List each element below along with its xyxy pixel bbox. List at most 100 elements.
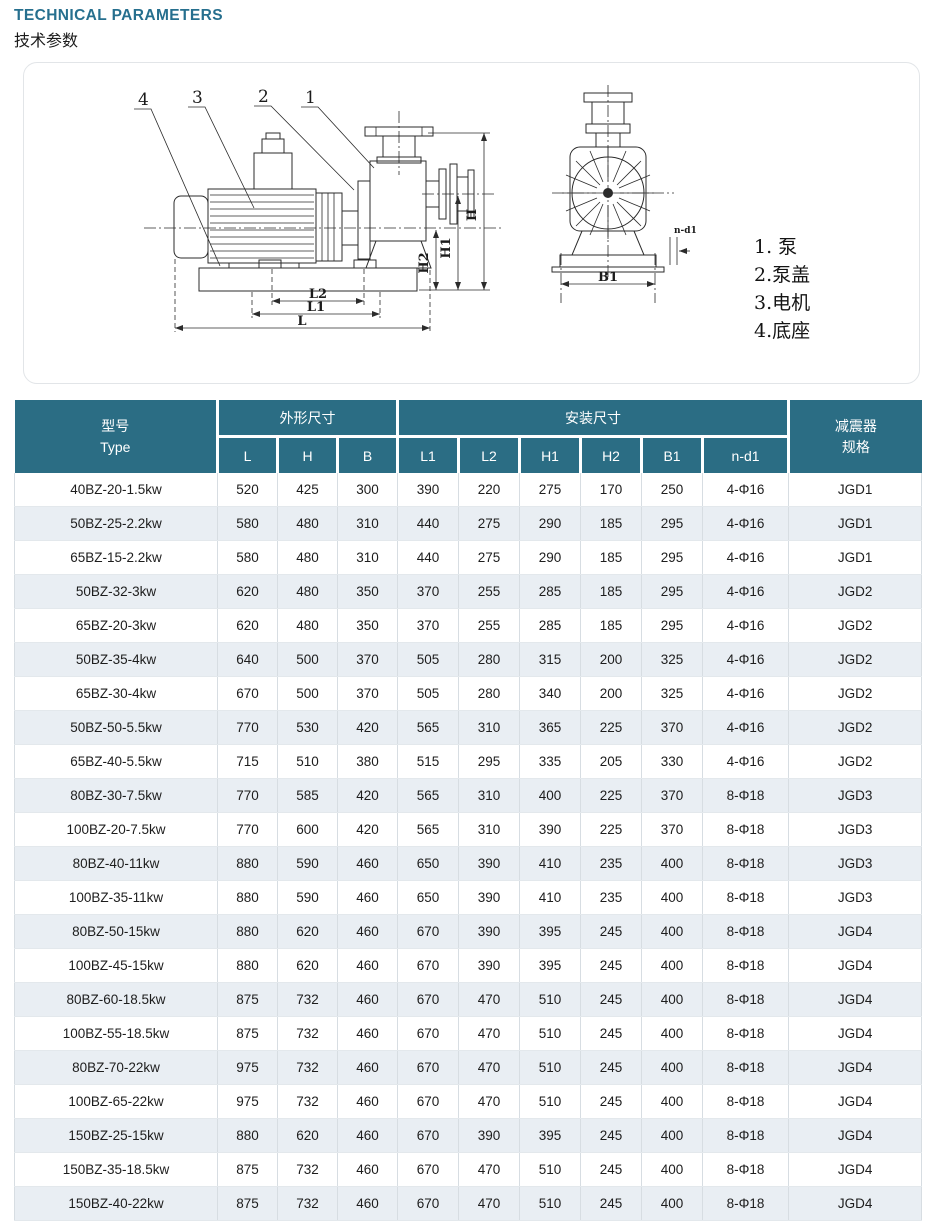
type-cell: 50BZ-50-5.5kw bbox=[14, 710, 218, 745]
table-row: 150BZ-25-15kw 880 620 460 670 390 395 245 400 8-Φ… bbox=[14, 1118, 923, 1153]
value-cell: 510 bbox=[519, 1186, 582, 1221]
value-cell: 395 bbox=[519, 914, 582, 949]
value-cell: JGD1 bbox=[788, 473, 923, 507]
value-cell: 370 bbox=[337, 642, 399, 677]
diagram-legend: 1. 泵 2.泵盖 3.电机 4.底座 bbox=[754, 236, 810, 342]
header-col-B1: B1 bbox=[641, 436, 705, 473]
value-cell: 275 bbox=[519, 473, 582, 507]
table-row: 50BZ-35-4kw 640 500 370 505 280 315 200 325 4-Φ16… bbox=[14, 642, 923, 677]
value-cell: 290 bbox=[519, 506, 582, 541]
value-cell: 290 bbox=[519, 540, 582, 575]
value-cell: JGD3 bbox=[788, 880, 923, 915]
value-cell: 470 bbox=[458, 1152, 521, 1187]
header-col-L: L bbox=[217, 436, 279, 473]
value-cell: 670 bbox=[397, 914, 460, 949]
value-cell: 4-Φ16 bbox=[702, 473, 790, 507]
value-cell: 480 bbox=[277, 506, 338, 541]
header-col-H1: H1 bbox=[519, 436, 583, 473]
table-row: 65BZ-30-4kw 670 500 370 505 280 340 200 325 4-Φ16… bbox=[14, 676, 923, 711]
value-cell: JGD2 bbox=[788, 642, 923, 677]
value-cell: 510 bbox=[519, 1016, 582, 1051]
value-cell: 650 bbox=[397, 846, 460, 881]
value-cell: JGD3 bbox=[788, 846, 923, 881]
value-cell: 245 bbox=[580, 1118, 643, 1153]
value-cell: 255 bbox=[458, 608, 521, 643]
dim-nd1: n-d1 bbox=[674, 226, 697, 236]
value-cell: 565 bbox=[397, 710, 460, 745]
suction-flange bbox=[425, 163, 475, 225]
value-cell: JGD4 bbox=[788, 948, 923, 983]
value-cell: 235 bbox=[580, 880, 643, 915]
header-damper-line1: 减震器 bbox=[834, 418, 877, 435]
legend-item: 4.底座 bbox=[754, 320, 810, 342]
header-col-L2: L2 bbox=[458, 436, 522, 473]
value-cell: 390 bbox=[458, 846, 521, 881]
motor-fins bbox=[210, 194, 314, 259]
value-cell: 880 bbox=[217, 914, 278, 949]
callout-1: 1 bbox=[305, 88, 316, 108]
value-cell: 250 bbox=[641, 473, 704, 507]
value-cell: 510 bbox=[519, 1084, 582, 1119]
value-cell: 510 bbox=[519, 1050, 582, 1085]
value-cell: 400 bbox=[641, 1186, 704, 1221]
value-cell: JGD4 bbox=[788, 1186, 923, 1221]
value-cell: 8-Φ18 bbox=[702, 982, 790, 1017]
value-cell: 510 bbox=[519, 1152, 582, 1187]
value-cell: 350 bbox=[337, 608, 399, 643]
value-cell: 600 bbox=[277, 812, 338, 847]
value-cell: 670 bbox=[397, 1152, 460, 1187]
value-cell: 370 bbox=[641, 812, 704, 847]
value-cell: 732 bbox=[277, 1084, 338, 1119]
type-cell: 65BZ-30-4kw bbox=[14, 676, 218, 711]
terminal-box bbox=[253, 152, 293, 190]
value-cell: 470 bbox=[458, 1016, 521, 1051]
value-cell: 875 bbox=[217, 982, 278, 1017]
value-cell: JGD4 bbox=[788, 914, 923, 949]
table-row: 50BZ-32-3kw 620 480 350 370 255 285 185 295 4-Φ16… bbox=[14, 574, 923, 609]
value-cell: 460 bbox=[337, 1050, 399, 1085]
value-cell: 390 bbox=[397, 473, 460, 507]
value-cell: 4-Φ16 bbox=[702, 744, 790, 779]
legend-item: 1. 泵 bbox=[754, 236, 797, 258]
value-cell: 975 bbox=[217, 1084, 278, 1119]
value-cell: 670 bbox=[397, 1084, 460, 1119]
motor-body bbox=[207, 188, 317, 264]
value-cell: 875 bbox=[217, 1016, 278, 1051]
value-cell: 295 bbox=[641, 506, 704, 541]
value-cell: 620 bbox=[217, 608, 278, 643]
value-cell: 670 bbox=[397, 982, 460, 1017]
value-cell: 732 bbox=[277, 1186, 338, 1221]
type-cell: 100BZ-45-15kw bbox=[14, 948, 218, 983]
value-cell: 670 bbox=[397, 1186, 460, 1221]
header-damper-line2: 规格 bbox=[841, 438, 870, 455]
value-cell: 400 bbox=[641, 1152, 704, 1187]
value-cell: 620 bbox=[277, 914, 338, 949]
value-cell: 8-Φ18 bbox=[702, 846, 790, 881]
value-cell: 500 bbox=[277, 676, 338, 711]
value-cell: 335 bbox=[519, 744, 582, 779]
value-cell: 280 bbox=[458, 676, 521, 711]
type-cell: 100BZ-35-11kw bbox=[14, 880, 218, 915]
table-row: 100BZ-45-15kw 880 620 460 670 390 395 245 400 8-Φ… bbox=[14, 948, 923, 983]
value-cell: JGD3 bbox=[788, 778, 923, 813]
value-cell: 8-Φ18 bbox=[702, 880, 790, 915]
value-cell: 390 bbox=[458, 948, 521, 983]
value-cell: JGD2 bbox=[788, 574, 923, 609]
type-cell: 80BZ-70-22kw bbox=[14, 1050, 218, 1085]
value-cell: 300 bbox=[337, 473, 399, 507]
value-cell: 500 bbox=[277, 642, 338, 677]
type-cell: 65BZ-40-5.5kw bbox=[14, 744, 218, 779]
value-cell: 670 bbox=[397, 1016, 460, 1051]
value-cell: 460 bbox=[337, 1118, 399, 1153]
value-cell: JGD4 bbox=[788, 1050, 923, 1085]
value-cell: 390 bbox=[458, 1118, 521, 1153]
value-cell: 380 bbox=[337, 744, 399, 779]
table-row: 80BZ-60-18.5kw 875 732 460 670 470 510 245 400 8-… bbox=[14, 982, 923, 1017]
value-cell: 370 bbox=[641, 778, 704, 813]
dim-L: L bbox=[297, 314, 306, 329]
type-cell: 65BZ-15-2.2kw bbox=[14, 540, 218, 575]
table-row: 80BZ-30-7.5kw 770 585 420 565 310 400 225 370 8-Φ… bbox=[14, 778, 923, 813]
value-cell: 510 bbox=[277, 744, 338, 779]
value-cell: 280 bbox=[458, 642, 521, 677]
callout-4: 4 bbox=[138, 90, 149, 110]
